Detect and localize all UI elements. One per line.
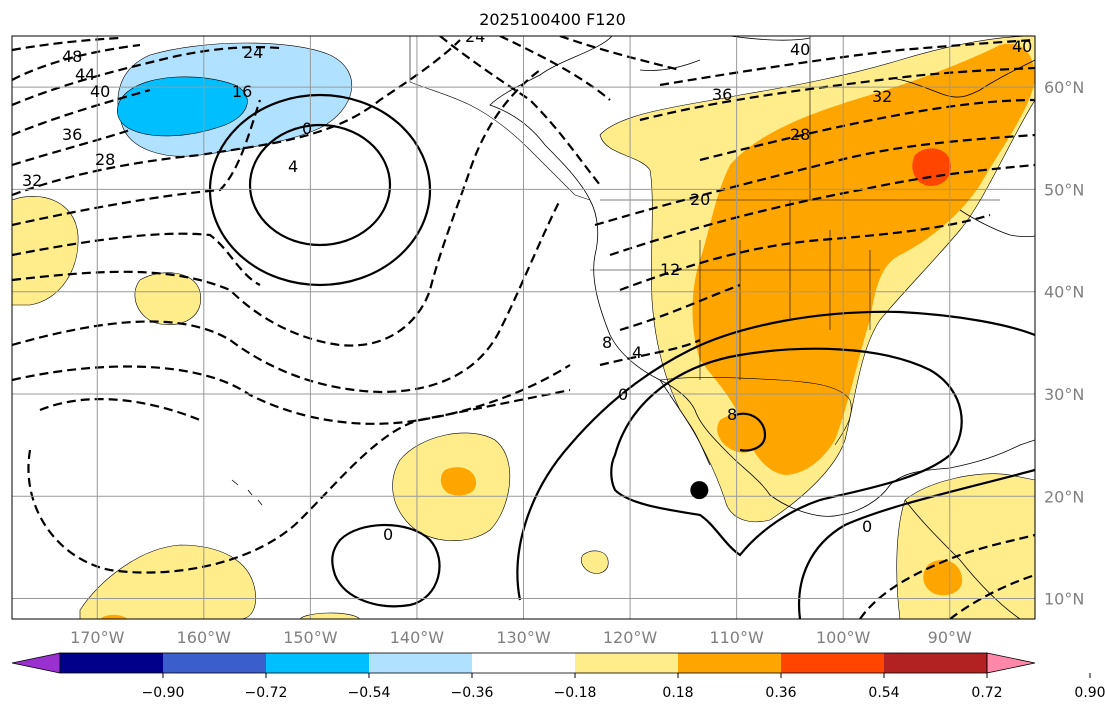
colorbar-tick-label: −0.18 bbox=[554, 685, 597, 701]
latitude-tick-label: 60°N bbox=[1044, 78, 1084, 97]
positive-anomaly-baja-core bbox=[717, 413, 762, 453]
colorbar-extend-high bbox=[986, 652, 1036, 674]
contour-label: 36 bbox=[62, 125, 82, 144]
contour-label: 16 bbox=[232, 82, 252, 101]
contour-label: 40 bbox=[790, 40, 810, 59]
contour-label: 4 bbox=[632, 343, 642, 362]
colorbar-segment bbox=[575, 653, 679, 673]
colorbar-tick-label: −0.36 bbox=[451, 685, 494, 701]
colorbar-segment bbox=[266, 653, 370, 673]
contour-label: 24 bbox=[243, 43, 263, 62]
contour-label: 44 bbox=[75, 65, 95, 84]
colorbar: −0.90 −0.72 −0.54 −0.36 −0.18 0.18 0.36 0.54 0.7… bbox=[11, 652, 1105, 701]
colorbar-segment bbox=[781, 653, 885, 673]
contour-0-south bbox=[331, 524, 441, 608]
longitude-tick-label: 130°W bbox=[496, 628, 551, 647]
coastlines bbox=[231, 36, 1035, 619]
contour-label: 40 bbox=[90, 82, 110, 101]
longitude-tick-label: 150°W bbox=[283, 628, 338, 647]
contour-label: 32 bbox=[22, 171, 42, 190]
contour-label: 40 bbox=[1012, 37, 1032, 56]
contour-4-ring bbox=[248, 123, 392, 247]
contour-label: 4 bbox=[288, 157, 298, 176]
colorbar-tick-label: 0.18 bbox=[662, 685, 693, 701]
positive-anomaly-southwest-core bbox=[100, 614, 128, 619]
longitude-tick-label: 160°W bbox=[177, 628, 232, 647]
longitude-tick-label: 110°W bbox=[709, 628, 764, 647]
colorbar-segment bbox=[163, 653, 267, 673]
contour-label: 28 bbox=[790, 125, 810, 144]
longitude-tick-label: 140°W bbox=[390, 628, 445, 647]
positive-anomaly-central-america bbox=[896, 473, 1035, 619]
gridlines bbox=[12, 36, 1035, 619]
colorbar-tick-label: 0.72 bbox=[971, 685, 1002, 701]
colorbar-tick-label: −0.72 bbox=[245, 685, 288, 701]
positive-anomaly-central-america-core bbox=[923, 559, 963, 596]
contour-label: 48 bbox=[62, 47, 82, 66]
latitude-labels: 10°N 20°N 30°N 40°N 50°N 60°N bbox=[1044, 78, 1084, 608]
longitude-tick-label: 120°W bbox=[603, 628, 658, 647]
negative-anomaly-strong bbox=[117, 76, 248, 137]
colorbar-extend-low bbox=[11, 652, 61, 674]
colorbar-tick-label: −0.54 bbox=[348, 685, 391, 701]
colorbar-segment bbox=[884, 653, 988, 673]
colorbar-outline bbox=[59, 652, 988, 674]
map-panel: 48 44 40 36 32 28 24 16 0 4 24 40 36 32 … bbox=[12, 27, 1035, 619]
positive-anomaly-southwest bbox=[79, 544, 256, 619]
longitude-labels: 170°W 160°W 150°W 140°W 130°W 120°W 110°W 100°W… bbox=[70, 628, 972, 647]
contour-0-mexico bbox=[610, 347, 963, 557]
contour-label: 8 bbox=[602, 333, 612, 352]
colorbar-segment bbox=[60, 653, 164, 673]
contour-label: 32 bbox=[872, 87, 892, 106]
contour-label: 0 bbox=[618, 385, 628, 404]
contour-8 bbox=[734, 412, 767, 452]
longitude-tick-label: 170°W bbox=[70, 628, 125, 647]
latitude-tick-label: 10°N bbox=[1044, 590, 1084, 609]
political-borders bbox=[409, 36, 1000, 446]
latitude-tick-label: 50°N bbox=[1044, 180, 1084, 199]
latitude-tick-label: 30°N bbox=[1044, 385, 1084, 404]
latitude-tick-label: 40°N bbox=[1044, 283, 1084, 302]
contour-label: 20 bbox=[690, 190, 710, 209]
longitude-tick-label: 90°W bbox=[928, 628, 972, 647]
contour-label: 8 bbox=[727, 405, 737, 424]
positive-anomaly-small bbox=[134, 272, 202, 326]
colorbar-tick-label: 0.54 bbox=[868, 685, 899, 701]
colorbar-segment bbox=[369, 653, 473, 673]
contour-label: 0 bbox=[302, 119, 312, 138]
colorbar-segment bbox=[678, 653, 782, 673]
plot-title: 2025100400 F120 bbox=[479, 10, 626, 29]
contour-label: 0 bbox=[383, 525, 393, 544]
map-frame bbox=[11, 35, 1036, 620]
contour-label: 12 bbox=[660, 260, 680, 279]
positive-anomaly-hawaii-core bbox=[440, 467, 477, 496]
latitude-tick-label: 20°N bbox=[1044, 487, 1084, 506]
contour-0-southeast bbox=[798, 468, 1035, 619]
positive-anomaly-max bbox=[912, 148, 951, 186]
contour-0-outer bbox=[516, 310, 1035, 601]
location-marker bbox=[690, 481, 709, 500]
colorbar-tick-label: 0.90 bbox=[1074, 685, 1105, 701]
contour-labels: 48 44 40 36 32 28 24 16 0 4 24 40 36 32 … bbox=[22, 27, 1032, 544]
colorbar-tick-label: −0.90 bbox=[142, 685, 185, 701]
contour-label: 0 bbox=[862, 517, 872, 536]
contour-label: 28 bbox=[95, 150, 115, 169]
colorbar-segment bbox=[472, 653, 576, 673]
colorbar-tick-label: 0.36 bbox=[765, 685, 796, 701]
longitude-tick-label: 100°W bbox=[816, 628, 871, 647]
dashed-contours bbox=[12, 36, 1035, 619]
positive-anomaly-small-south bbox=[580, 550, 609, 574]
contour-label: 24 bbox=[465, 27, 485, 46]
contour-label: 36 bbox=[712, 85, 732, 104]
